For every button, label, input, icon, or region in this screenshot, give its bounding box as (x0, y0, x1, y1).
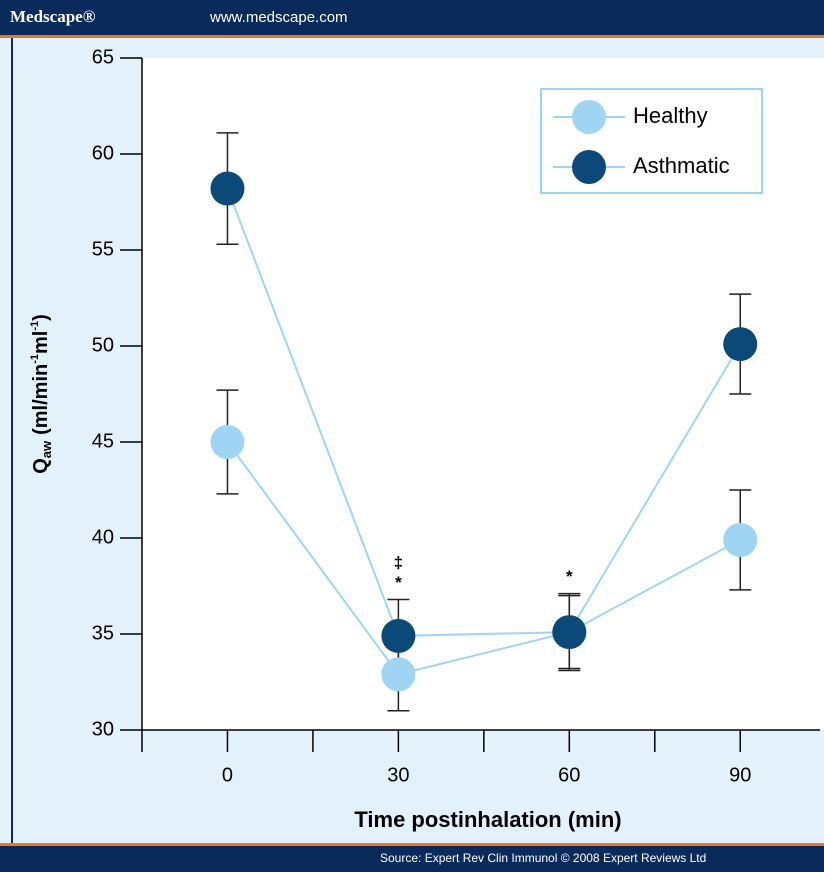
annotation: * (395, 573, 402, 592)
y-tick-label: 35 (92, 622, 114, 644)
left-border (11, 38, 13, 843)
legend-marker (572, 100, 606, 134)
marker (381, 657, 416, 692)
brand: Medscape® (10, 7, 96, 26)
y-tick-label: 60 (92, 142, 114, 164)
x-tick-label: 60 (558, 764, 580, 786)
y-tick-label: 55 (92, 238, 114, 260)
series-line (226, 441, 741, 676)
marker (210, 171, 245, 206)
y-tick-label: 40 (92, 526, 114, 548)
site-url: www.medscape.com (209, 9, 348, 26)
y-tick-label: 65 (92, 46, 114, 68)
x-axis-label: Time postinhalation (min) (354, 807, 621, 832)
marker (552, 615, 587, 650)
source: Source: Expert Rev Clin Immunol © 2008 E… (380, 851, 706, 865)
legend-label: Asthmatic (633, 153, 730, 178)
marker (723, 522, 758, 557)
marker (381, 618, 416, 653)
y-tick-label: 45 (92, 430, 114, 452)
y-axis-label: Qaw(ml/min-1ml-1) (29, 314, 55, 474)
marker (210, 425, 245, 459)
annotation: * (566, 567, 573, 586)
footer-rule (0, 843, 824, 846)
y-tick-label: 30 (92, 718, 114, 740)
annotation: ‡ (394, 553, 403, 572)
marker (723, 327, 758, 362)
footer-bar (0, 846, 824, 872)
legend-marker (572, 150, 606, 184)
x-tick-label: 30 (387, 764, 409, 786)
header-bar (0, 0, 824, 35)
x-tick-label: 90 (729, 764, 751, 786)
y-tick-label: 50 (92, 334, 114, 356)
header-rule (0, 35, 824, 38)
series-line (226, 188, 742, 637)
x-tick-label: 0 (222, 764, 233, 786)
legend-label: Healthy (633, 103, 708, 128)
